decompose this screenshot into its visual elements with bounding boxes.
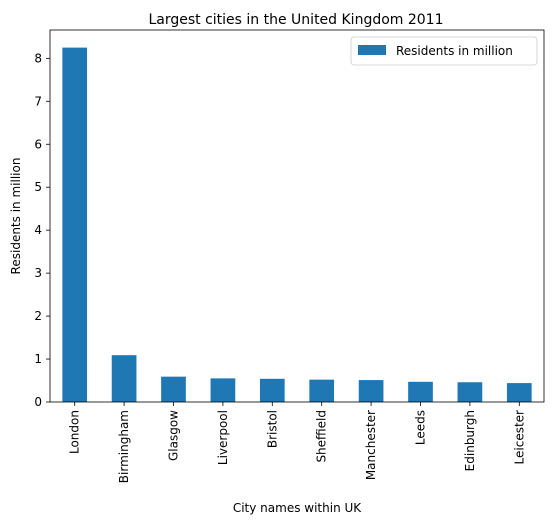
bars-group <box>62 47 532 403</box>
bar-edinburgh <box>457 382 483 402</box>
y-tick-label: 6 <box>34 137 42 151</box>
bar-london <box>62 47 88 403</box>
y-tick-label: 0 <box>34 395 42 409</box>
bar-leicester <box>506 383 532 402</box>
y-tick-label: 1 <box>34 352 42 366</box>
legend-label: Residents in million <box>396 44 513 58</box>
x-tick-label: Birmingham <box>117 410 131 483</box>
x-tick-label: Bristol <box>265 410 279 448</box>
plot-frame <box>49 29 545 403</box>
x-tick-label: Leeds <box>414 410 428 445</box>
bar-sheffield <box>309 379 335 402</box>
bar-bristol <box>259 378 285 402</box>
legend-box <box>350 36 538 66</box>
x-tick-label: London <box>68 410 82 454</box>
x-tick-label: Sheffield <box>315 410 329 463</box>
y-tick-label: 5 <box>34 180 42 194</box>
y-tick-label: 2 <box>34 309 42 323</box>
y-tick-label: 3 <box>34 266 42 280</box>
chart-title: Largest cities in the United Kingdom 201… <box>148 12 443 28</box>
y-tick-label: 4 <box>34 223 42 237</box>
x-tick-label: Liverpool <box>216 410 230 465</box>
x-axis: London Birmingham Glasgow Liverpool Bristol S… <box>68 402 526 483</box>
y-axis-label: Residents in million <box>9 158 23 275</box>
y-axis: 0 1 2 3 4 5 6 7 8 <box>34 51 50 409</box>
x-tick-label: Glasgow <box>167 410 181 461</box>
bar-leeds <box>408 381 433 402</box>
bar-glasgow <box>161 376 186 402</box>
y-tick-label: 7 <box>34 94 42 108</box>
x-tick-label: Leicester <box>512 410 526 465</box>
y-tick-label: 8 <box>34 51 42 65</box>
bar-birmingham <box>111 355 137 402</box>
legend: Residents in million <box>350 36 538 66</box>
legend-swatch <box>358 45 386 55</box>
x-tick-label: Edinburgh <box>463 410 477 471</box>
bar-manchester <box>358 380 384 402</box>
bar-liverpool <box>210 378 236 402</box>
x-tick-label: Manchester <box>364 410 378 480</box>
x-axis-label: City names within UK <box>233 501 362 515</box>
